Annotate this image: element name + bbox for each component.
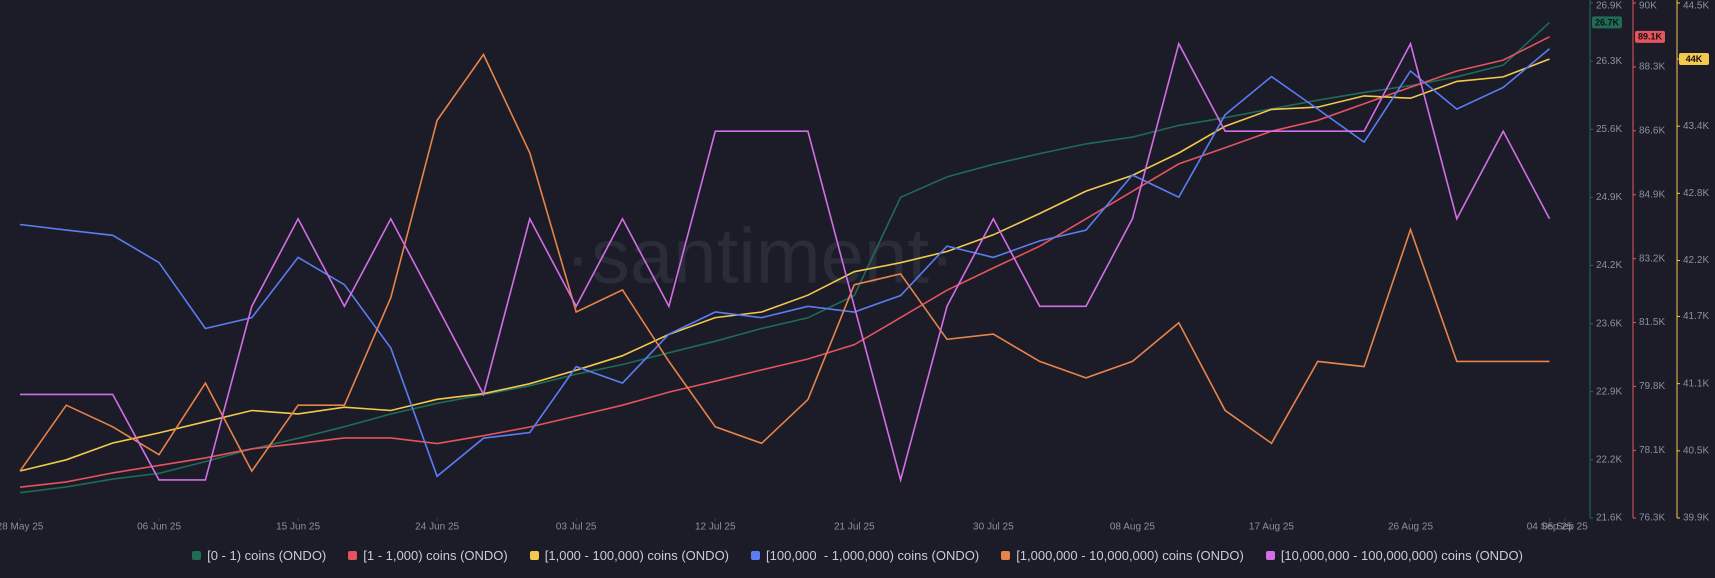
legend-label: [1,000 - 100,000) coins (ONDO): [544, 548, 730, 563]
value-badge: 26.7K: [1592, 16, 1622, 29]
legend-item[interactable]: [100,000 - 1,000,000) coins (ONDO): [751, 548, 979, 563]
y-tick-label: 84.9K: [1639, 189, 1665, 200]
y-tick-label: 25.6K: [1596, 124, 1622, 135]
y-tick-label: 26.9K: [1596, 1, 1622, 12]
legend-swatch: [751, 551, 761, 560]
y-tick-label: 43.4K: [1683, 121, 1709, 132]
value-badge: 89.1K: [1635, 30, 1665, 43]
x-tick-label: 15 Jun 25: [276, 522, 320, 533]
legend: [0 - 1) coins (ONDO) [1 - 1,000) coins (O…: [0, 548, 1715, 563]
legend-item[interactable]: [1,000 - 100,000) coins (ONDO): [529, 548, 730, 563]
x-tick-label: 21 Jul 25: [834, 522, 875, 533]
y-tick-label: 22.2K: [1596, 454, 1622, 465]
badge-label: 44K: [1686, 54, 1703, 64]
badge-bg: [1592, 16, 1622, 29]
y-tick-label: 44.5K: [1683, 1, 1709, 12]
x-tick-label: 28 May 25: [0, 522, 44, 533]
x-tick-label: 06 Jun 25: [137, 522, 181, 533]
y-tick-label: 41.7K: [1683, 311, 1709, 322]
watermark: ·santiment·: [565, 212, 955, 300]
legend-label: [0 - 1) coins (ONDO): [207, 548, 327, 563]
y-tick-label: 24.2K: [1596, 260, 1622, 271]
legend-item[interactable]: [1,000,000 - 10,000,000) coins (ONDO): [1001, 548, 1244, 563]
x-tick-label: 26 Aug 25: [1388, 522, 1433, 533]
y-tick-label: 22.9K: [1596, 386, 1622, 397]
y-tick-label: 40.5K: [1683, 445, 1709, 456]
legend-label: [10,000,000 - 100,000,000) coins (ONDO): [1280, 548, 1523, 563]
series-line: [19, 52, 1550, 473]
series-line: [19, 58, 1550, 472]
x-tick-label: 03 Jul 25: [556, 522, 597, 533]
chart: ·santiment· 28 May 25 06 Jun 25 15 Jun 25 2…: [0, 0, 1709, 533]
legend-label: [1,000,000 - 10,000,000) coins (ONDO): [1016, 548, 1244, 563]
badge-label: 26.7K: [1595, 17, 1620, 27]
legend-item[interactable]: [1 - 1,000) coins (ONDO): [348, 548, 508, 563]
y-tick-label: 42.8K: [1683, 188, 1709, 199]
y-tick-label: 79.8K: [1639, 381, 1665, 392]
series-line: [19, 36, 1550, 488]
legend-swatch: [192, 551, 202, 560]
series-line: [19, 48, 1551, 478]
y-tick-label: 81.5K: [1639, 317, 1665, 328]
x-tick-label: 17 Aug 25: [1249, 522, 1294, 533]
value-badge: 44K: [1679, 52, 1709, 65]
legend-item[interactable]: [10,000,000 - 100,000,000) coins (ONDO): [1265, 548, 1523, 563]
x-tick-label: 24 Jun 25: [415, 522, 459, 533]
series-line: [19, 21, 1551, 494]
y-tick-label: 23.6K: [1596, 318, 1622, 329]
y-tick-label: 26.3K: [1596, 56, 1622, 67]
legend-label: [100,000 - 1,000,000) coins (ONDO): [766, 548, 980, 563]
y-tick-label: 88.3K: [1639, 62, 1665, 73]
legend-swatch: [529, 551, 539, 560]
y-tick-label: 24.9K: [1596, 192, 1622, 203]
x-tick-label: 08 Aug 25: [1110, 522, 1155, 533]
y-tick-label: 83.2K: [1639, 253, 1665, 264]
legend-label: [1 - 1,000) coins (ONDO): [363, 548, 508, 563]
badge-bg: [1635, 30, 1665, 43]
badge-label: 89.1K: [1638, 32, 1663, 42]
legend-swatch: [1265, 551, 1275, 560]
y-tick-label: 86.6K: [1639, 125, 1665, 136]
series-line: [20, 41, 1551, 484]
y-tick-label: 41.1K: [1683, 378, 1709, 389]
legend-swatch: [348, 551, 358, 560]
x-tick-label: 30 Jul 25: [973, 522, 1014, 533]
y-tick-label: 78.1K: [1639, 445, 1665, 456]
y-tick-label: 39.9K: [1683, 513, 1709, 524]
x-tick-label: 04 Sep 25: [1527, 522, 1573, 533]
y-tick-label: 90K: [1639, 1, 1657, 12]
y-tick-label: 21.6K: [1596, 513, 1622, 524]
legend-item[interactable]: [0 - 1) coins (ONDO): [192, 548, 326, 563]
x-tick-label: 05 Sep 25: [1542, 522, 1588, 533]
badge-bg: [1679, 52, 1709, 65]
x-tick-label: 12 Jul 25: [695, 522, 736, 533]
legend-swatch: [1001, 551, 1011, 560]
y-tick-label: 42.2K: [1683, 255, 1709, 266]
y-tick-label: 76.3K: [1639, 513, 1665, 524]
